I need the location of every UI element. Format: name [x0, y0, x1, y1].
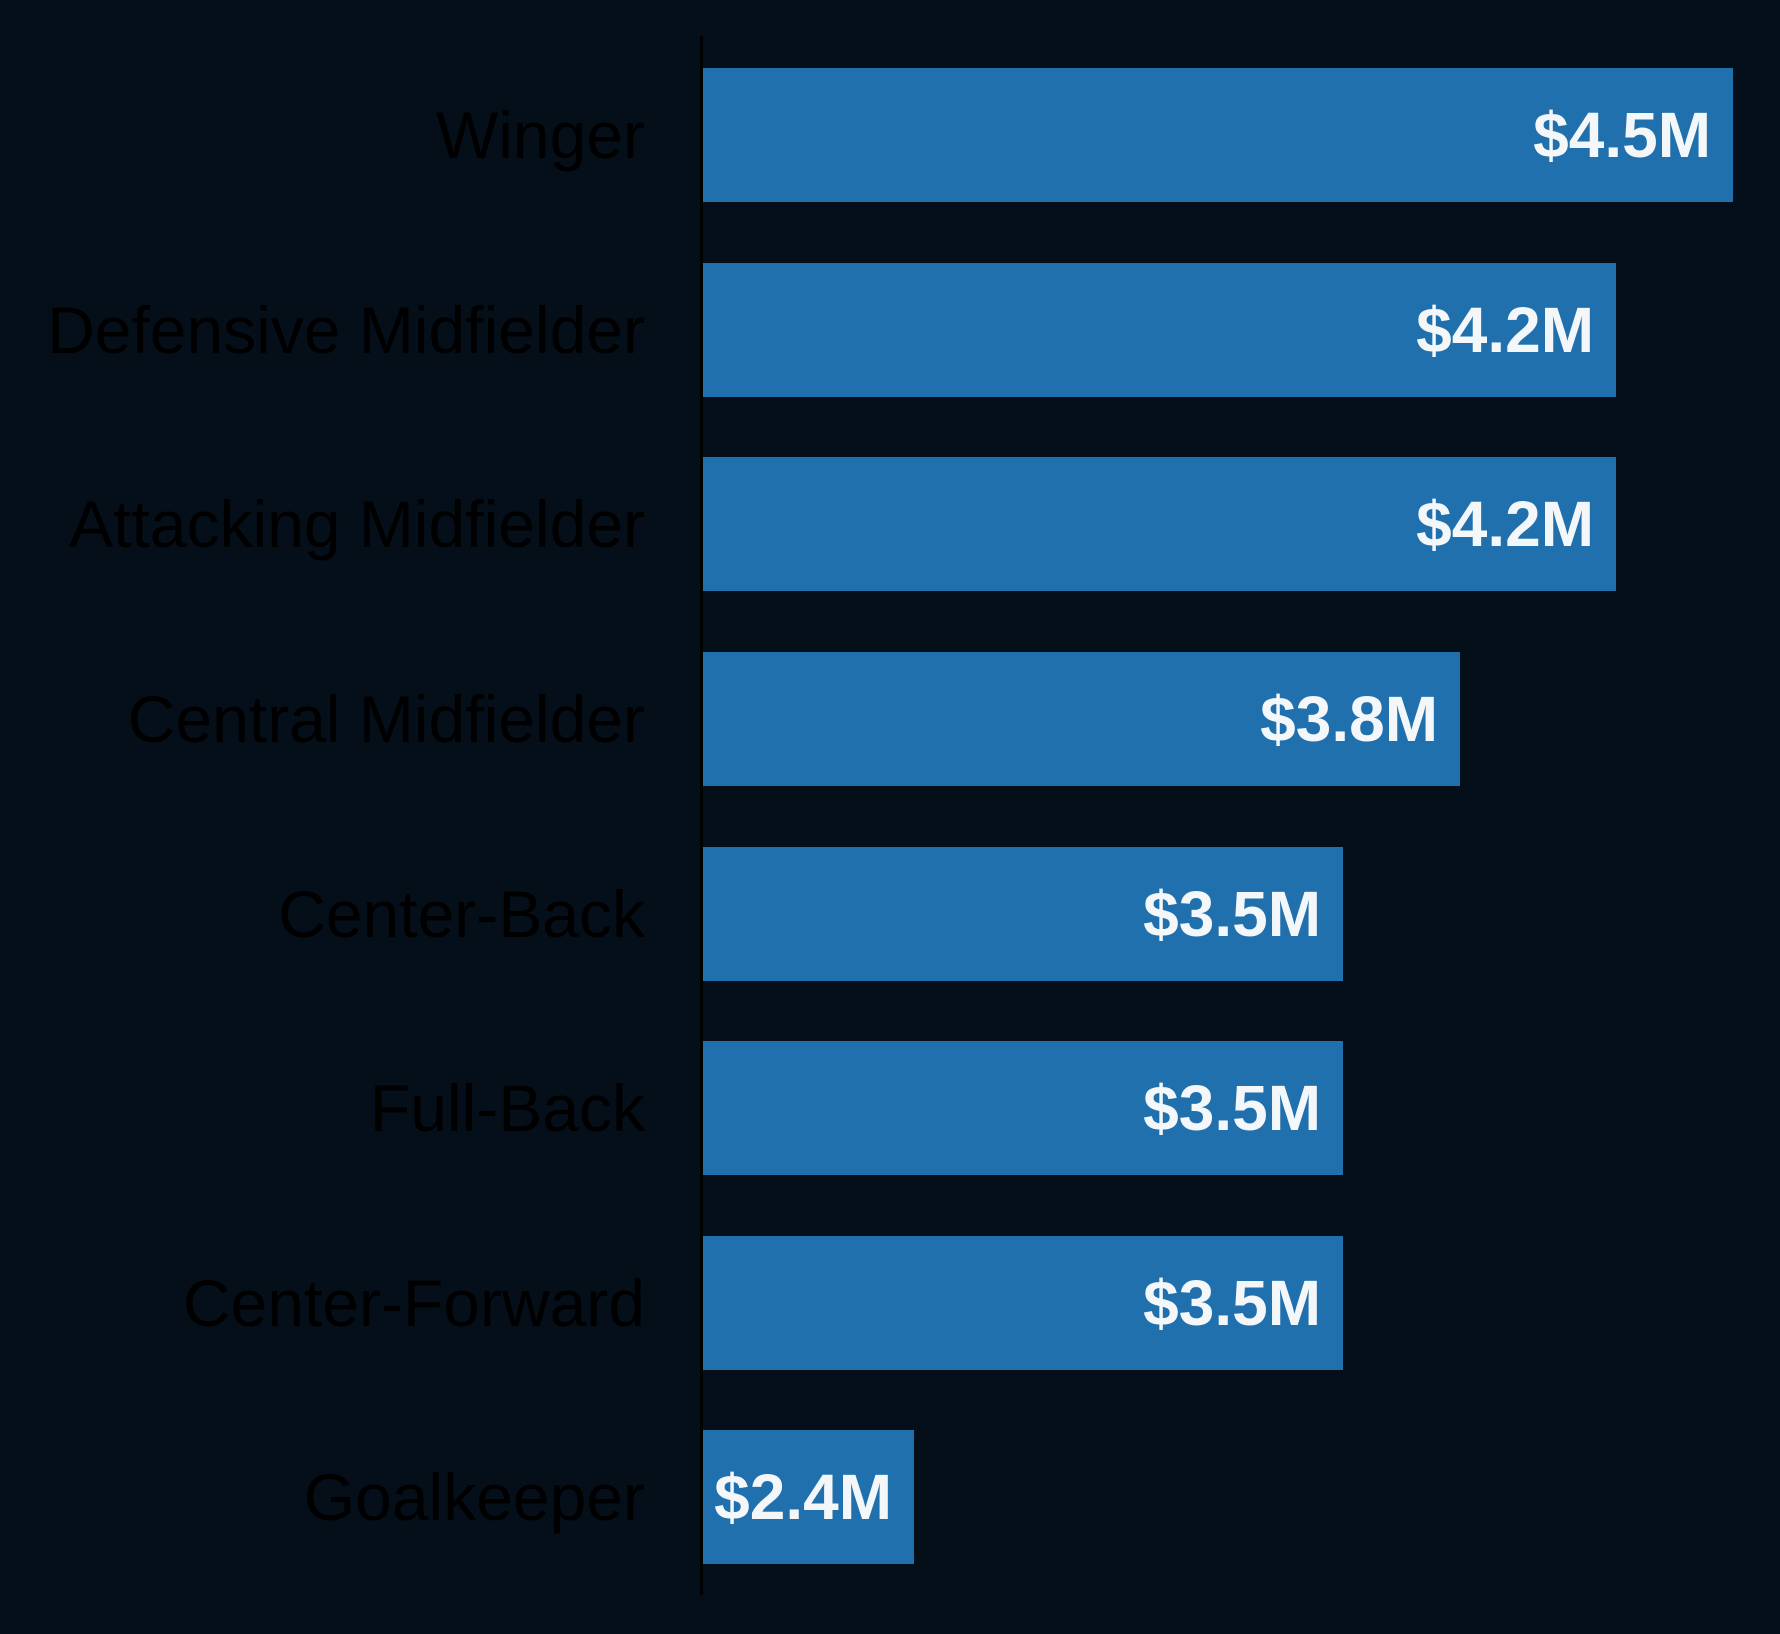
y-axis-line	[700, 36, 703, 1595]
bar: $3.5M	[703, 846, 1343, 981]
bar-row: Goalkeeper $2.4M	[0, 1430, 1780, 1565]
bar-row: Center-Forward $3.5M	[0, 1235, 1780, 1370]
bar: $4.2M	[703, 262, 1616, 397]
value-label: $4.5M	[1533, 99, 1711, 171]
category-label: Defensive Midfielder	[47, 292, 645, 367]
bar: $2.4M	[703, 1430, 914, 1565]
category-label: Winger	[435, 98, 645, 172]
value-label: $4.2M	[1416, 293, 1594, 366]
bar-row: Defensive Midfielder $4.2M	[0, 262, 1780, 397]
bar-row: Full-Back $3.5M	[0, 1041, 1780, 1176]
bar-row: Central Midfielder $3.8M	[0, 651, 1780, 786]
bar: $3.8M	[703, 651, 1460, 786]
value-label: $3.5M	[1143, 1266, 1321, 1339]
category-label: Goalkeeper	[303, 1460, 645, 1535]
value-label: $3.5M	[1143, 1072, 1321, 1145]
category-label: Central Midfielder	[127, 681, 645, 756]
bar-row: Attacking Midfielder $4.2M	[0, 457, 1780, 592]
bar: $4.2M	[703, 457, 1616, 592]
value-label: $2.4M	[714, 1461, 892, 1534]
bar: $4.5M	[703, 68, 1733, 202]
category-label: Center-Back	[278, 876, 645, 951]
bar: $3.5M	[703, 1235, 1343, 1370]
value-label: $3.5M	[1143, 877, 1321, 950]
value-label: $3.8M	[1260, 682, 1438, 755]
category-label: Full-Back	[369, 1071, 645, 1146]
category-label: Center-Forward	[182, 1265, 645, 1340]
value-label: $4.2M	[1416, 488, 1594, 561]
bar: $3.5M	[703, 1041, 1343, 1176]
bar-row: Winger $4.5M	[0, 68, 1780, 202]
category-label: Attacking Midfielder	[69, 487, 645, 562]
bar-row: Center-Back $3.5M	[0, 846, 1780, 981]
